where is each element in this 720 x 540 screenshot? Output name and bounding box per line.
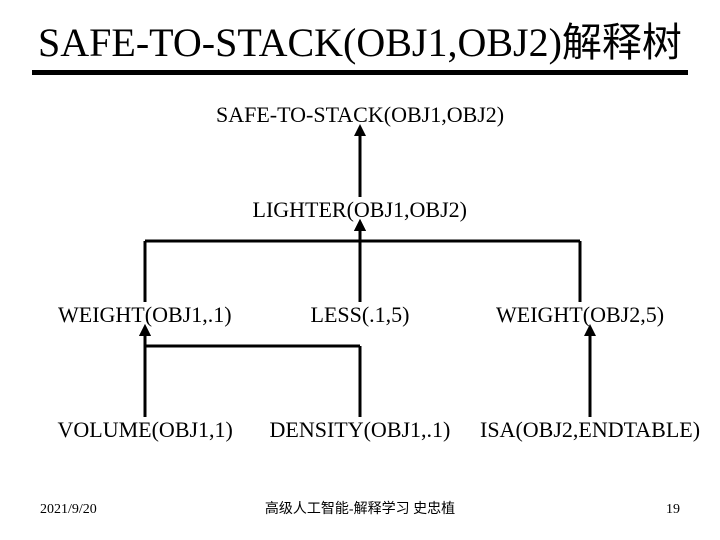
node-volume: VOLUME(OBJ1,1)	[58, 417, 233, 443]
page-title: SAFE-TO-STACK(OBJ1,OBJ2)解释树	[0, 10, 720, 68]
node-weight2: WEIGHT(OBJ2,5)	[496, 302, 664, 328]
node-weight1: WEIGHT(OBJ1,.1)	[58, 302, 232, 328]
node-root: SAFE-TO-STACK(OBJ1,OBJ2)	[216, 102, 504, 128]
footer-center: 高级人工智能-解释学习 史忠植	[0, 498, 720, 518]
edges-layer	[0, 0, 720, 540]
node-lighter: LIGHTER(OBJ1,OBJ2)	[253, 197, 468, 223]
node-density: DENSITY(OBJ1,.1)	[270, 417, 451, 443]
footer-page: 19	[666, 502, 680, 518]
title-underline	[32, 70, 688, 75]
node-less: LESS(.1,5)	[311, 302, 410, 328]
node-isa: ISA(OBJ2,ENDTABLE)	[480, 417, 700, 443]
